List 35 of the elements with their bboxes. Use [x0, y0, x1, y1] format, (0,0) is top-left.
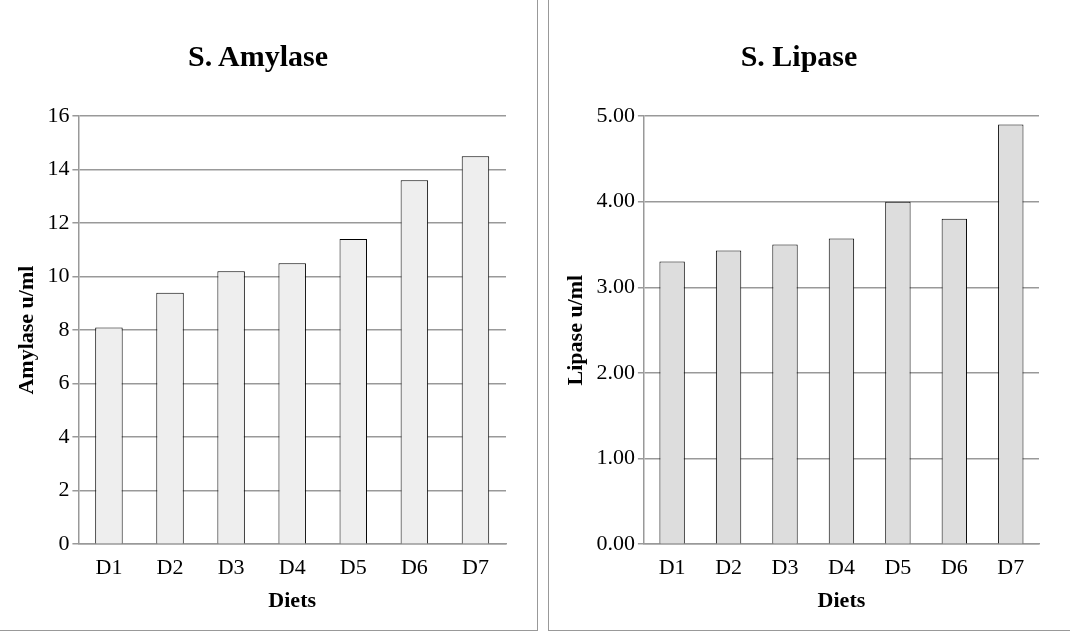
x-axis-title: Diets — [268, 587, 317, 613]
y-tick-label: 1.00 — [596, 444, 635, 470]
x-tick-label: D7 — [997, 554, 1025, 580]
y-tick-label: 2 — [58, 476, 70, 502]
x-tick-label: D1 — [658, 554, 686, 580]
y-tick-label: 6 — [58, 369, 70, 395]
x-tick-label: D1 — [95, 554, 123, 580]
chart-title: S. Lipase — [740, 38, 858, 72]
y-tick-label: 8 — [58, 315, 70, 341]
y-tick-label: 2.00 — [596, 358, 635, 384]
x-tick-label: D4 — [828, 554, 855, 580]
y-tick-label: 3.00 — [596, 273, 635, 299]
y-tick-label: 5.00 — [596, 101, 635, 127]
y-axis-title: Lipase u/ml — [561, 274, 587, 386]
chart-title: S. Amylase — [187, 38, 329, 72]
y-tick-label: 14 — [47, 155, 70, 181]
x-tick-label: D6 — [940, 554, 968, 580]
x-tick-label: D6 — [400, 554, 428, 580]
x-tick-label: D7 — [462, 554, 489, 580]
y-tick-label: 12 — [47, 208, 70, 234]
x-tick-label: D2 — [156, 554, 184, 580]
x-tick-label: D4 — [278, 554, 306, 580]
y-tick-label: 4.00 — [596, 187, 635, 213]
y-tick-label: 16 — [47, 101, 70, 127]
y-tick-label: 4 — [58, 422, 70, 448]
x-tick-label: D5 — [884, 554, 912, 580]
x-tick-label: D5 — [339, 554, 367, 580]
y-tick-label: 10 — [47, 262, 70, 288]
y-tick-label: 0.00 — [596, 529, 635, 555]
x-tick-label: D3 — [771, 554, 799, 580]
x-tick-label: D3 — [217, 554, 245, 580]
x-tick-label: D2 — [715, 554, 743, 580]
x-axis-title: Diets — [817, 587, 866, 613]
y-axis-title: Amylase u/ml — [12, 265, 38, 395]
y-tick-label: 0 — [58, 529, 70, 555]
